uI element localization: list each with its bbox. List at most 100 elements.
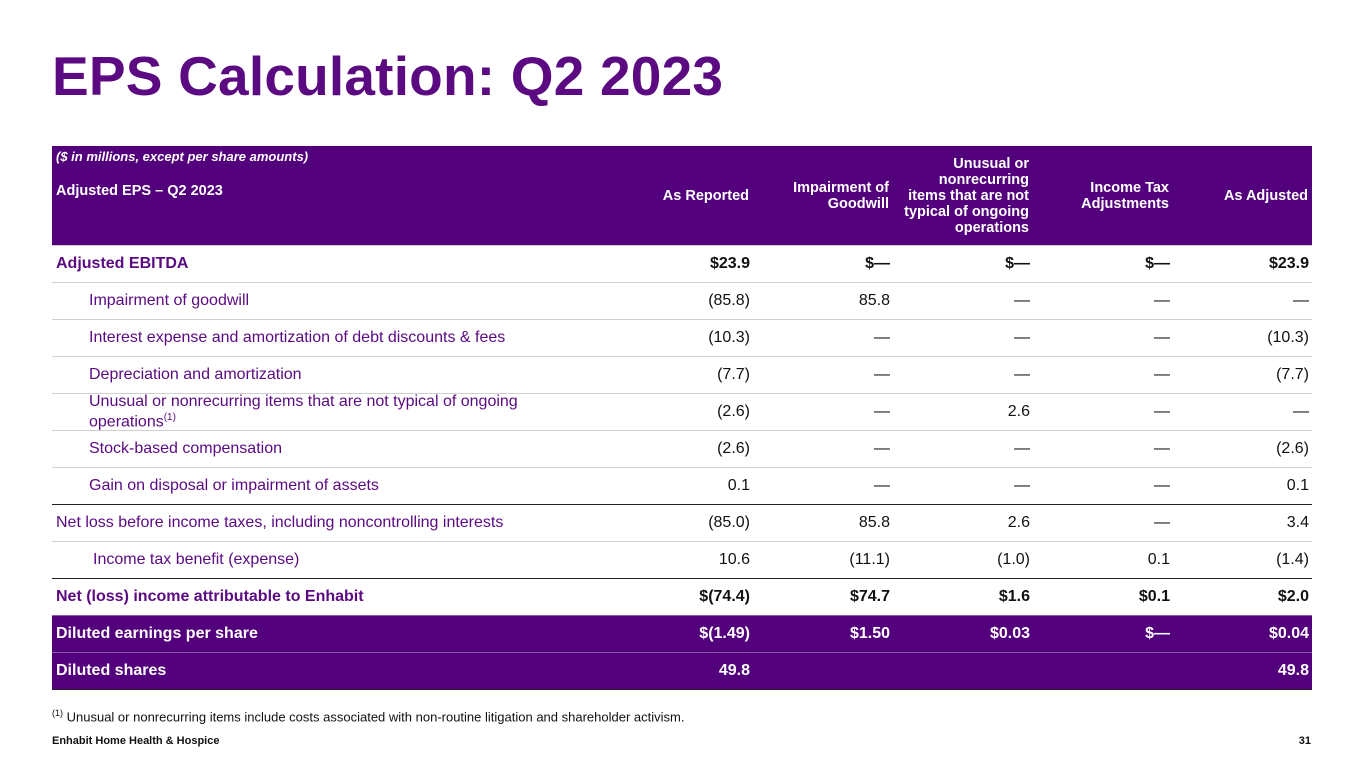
cell-as-adjusted: — [1173,282,1312,320]
cell-unusual: 2.6 [893,504,1033,542]
cell-as-adjusted: (7.7) [1173,356,1312,394]
cell-as-adjusted: 49.8 [1173,652,1312,691]
cell-as-reported: (85.8) [612,282,753,320]
cell-unusual: — [893,319,1033,357]
cell-as-adjusted: 3.4 [1173,504,1312,542]
footnote-text: Unusual or nonrecurring items include co… [66,709,685,725]
cell-unusual: $0.03 [893,615,1033,653]
cell-impairment: 85.8 [753,282,893,320]
row-label: Adjusted EBITDA [52,245,612,283]
footer-company-name: Enhabit Home Health & Hospice [52,735,220,747]
cell-as-adjusted: (2.6) [1173,430,1312,468]
column-header-impairment-of-goodwill: Impairment of Goodwill [793,179,889,212]
cell-impairment: $— [753,245,893,283]
cell-as-reported: $23.9 [612,245,753,283]
cell-as-adjusted: $0.04 [1173,615,1312,653]
cell-as-adjusted: $2.0 [1173,578,1312,616]
row-label: Diluted earnings per share [52,615,612,653]
table-header-label-cell: ($ in millions, except per share amounts… [52,146,612,246]
cell-unusual: — [893,467,1033,505]
cell-tax-adj: 0.1 [1033,541,1173,579]
table-row-interest-expense: Interest expense and amortization of deb… [52,319,1312,357]
cell-impairment: 85.8 [753,504,893,542]
table-row-stock-based-compensation: Stock-based compensation (2.6) — — — (2.… [52,430,1312,468]
cell-unusual: — [893,356,1033,394]
table-subheader: Adjusted EPS – Q2 2023 [56,183,223,199]
cell-unusual: $1.6 [893,578,1033,616]
cell-impairment: (11.1) [753,541,893,579]
table-row-impairment-of-goodwill: Impairment of goodwill (85.8) 85.8 — — — [52,282,1312,320]
cell-unusual: (1.0) [893,541,1033,579]
cell-tax-adj: — [1033,430,1173,468]
cell-impairment: $74.7 [753,578,893,616]
table-row-diluted-eps: Diluted earnings per share $(1.49) $1.50… [52,615,1312,653]
row-label: Impairment of goodwill [52,282,612,320]
row-label: Stock-based compensation [52,430,612,468]
table-row-gain-on-disposal: Gain on disposal or impairment of assets… [52,467,1312,505]
cell-unusual: $— [893,245,1033,283]
cell-tax-adj: — [1033,282,1173,320]
column-header-as-adjusted: As Adjusted [1223,187,1308,204]
table-header-row: ($ in millions, except per share amounts… [52,146,1312,246]
eps-table-container: ($ in millions, except per share amounts… [52,146,1312,691]
cell-as-reported: (2.6) [612,430,753,468]
cell-as-reported: (7.7) [612,356,753,394]
row-label-cell: Unusual or nonrecurring items that are n… [52,392,612,431]
cell-as-adjusted: (10.3) [1173,319,1312,357]
column-header-as-reported: As Reported [662,187,749,204]
row-label: Gain on disposal or impairment of assets [52,467,612,505]
column-header-income-tax-adjustments: Income Tax Adjustments [1081,179,1169,212]
row-label: Depreciation and amortization [52,356,612,394]
cell-unusual: — [893,430,1033,468]
row-label: Income tax benefit (expense) [52,541,612,579]
units-note: ($ in millions, except per share amounts… [56,149,309,164]
cell-impairment: — [753,430,893,468]
row-label: Unusual or nonrecurring items that are n… [89,393,518,431]
cell-unusual: — [893,282,1033,320]
column-header-unusual-items: Unusual or nonrecurring items that are n… [904,155,1029,236]
table-row-unusual-items: Unusual or nonrecurring items that are n… [52,392,1312,431]
cell-unusual [893,652,1033,691]
cell-impairment: $1.50 [753,615,893,653]
row-label: Net loss before income taxes, including … [52,504,612,542]
cell-tax-adj: $0.1 [1033,578,1173,616]
footer-page-number: 31 [1298,735,1311,747]
cell-tax-adj: $— [1033,615,1173,653]
cell-as-reported: 10.6 [612,541,753,579]
page-title: EPS Calculation: Q2 2023 [52,45,724,107]
cell-as-reported: (10.3) [612,319,753,357]
cell-tax-adj [1033,652,1173,691]
footnote-ref: (1) [163,412,176,423]
cell-tax-adj: — [1033,504,1173,542]
cell-impairment: — [753,319,893,357]
cell-tax-adj: — [1033,467,1173,505]
footnote: (1) Unusual or nonrecurring items includ… [52,708,684,724]
cell-unusual: 2.6 [893,392,1033,431]
cell-tax-adj: — [1033,356,1173,394]
footnote-marker: (1) [52,708,63,718]
row-label: Net (loss) income attributable to Enhabi… [52,578,612,616]
cell-impairment: — [753,356,893,394]
cell-impairment: — [753,467,893,505]
eps-table: ($ in millions, except per share amounts… [52,146,1312,691]
cell-as-reported: (85.0) [612,504,753,542]
cell-as-adjusted: — [1173,392,1312,431]
cell-as-reported: (2.6) [612,392,753,431]
row-label: Diluted shares [52,652,612,691]
cell-impairment: — [753,392,893,431]
table-row-depreciation: Depreciation and amortization (7.7) — — … [52,356,1312,394]
table-row-net-loss-before-taxes: Net loss before income taxes, including … [52,504,1312,542]
table-row-adjusted-ebitda: Adjusted EBITDA $23.9 $— $— $— $23.9 [52,245,1312,283]
cell-as-adjusted: (1.4) [1173,541,1312,579]
cell-as-reported: $(74.4) [612,578,753,616]
cell-tax-adj: — [1033,392,1173,431]
cell-as-adjusted: 0.1 [1173,467,1312,505]
row-label: Interest expense and amortization of deb… [52,319,612,357]
cell-as-reported: 49.8 [612,652,753,691]
table-row-diluted-shares: Diluted shares 49.8 49.8 [52,652,1312,691]
cell-tax-adj: — [1033,319,1173,357]
table-row-income-tax-benefit: Income tax benefit (expense) 10.6 (11.1)… [52,541,1312,579]
table-row-net-income-attributable: Net (loss) income attributable to Enhabi… [52,578,1312,616]
cell-impairment [753,652,893,691]
cell-as-reported: $(1.49) [612,615,753,653]
